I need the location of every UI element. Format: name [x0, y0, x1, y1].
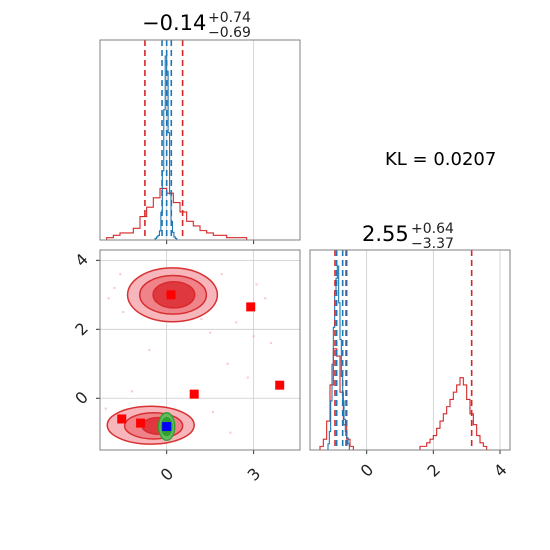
scatter-point: [255, 283, 258, 286]
marker-red: [189, 389, 199, 399]
scatter-point: [107, 297, 110, 300]
hist-series-param2: [310, 265, 510, 451]
title-param2-main: 2.55: [362, 222, 409, 246]
hist-series-blue: [326, 265, 354, 451]
title-param2: 2.55: [362, 222, 409, 246]
hist-series-red: [310, 348, 510, 451]
scatter-point: [208, 331, 212, 334]
scatter-point: [130, 390, 134, 393]
x-tick-label: 0: [357, 460, 378, 481]
scatter-point: [113, 286, 116, 290]
hist-series-red: [100, 187, 300, 241]
scatter-point: [229, 431, 232, 434]
y-tick-label: 0: [71, 388, 92, 409]
scatter-point: [211, 410, 215, 414]
scatter-point: [246, 376, 250, 379]
marker-red: [136, 418, 146, 428]
scatter-frame: [99, 249, 301, 451]
title-param2-sup: +0.64: [411, 221, 454, 237]
scatter-point: [269, 341, 273, 345]
x-tick-label: 3: [244, 464, 265, 485]
marker-red: [166, 290, 176, 300]
x-tick-label: 0: [157, 464, 178, 485]
quantile-lines-param2: [334, 250, 473, 450]
scatter-point: [148, 348, 151, 352]
quantile-lines-param1: [144, 40, 184, 240]
grid-hist-param2: [366, 250, 501, 454]
histogram-panel-param2: 0 2 4 2.55 +0.64 −3.37: [309, 221, 511, 481]
hist-series-param1: [100, 55, 300, 241]
title-param1-main: −0.14: [142, 11, 206, 35]
y-tick-labels-scatter: 0 2 4: [71, 250, 92, 409]
title-param2-sub: −3.37: [411, 236, 454, 252]
x-tick-label: 2: [423, 460, 444, 481]
grid-hist-param1: [166, 40, 255, 244]
x-tick-label: 4: [490, 460, 511, 481]
scatter-point: [200, 317, 203, 321]
scatter-point: [220, 272, 223, 276]
title-param1: −0.14: [142, 11, 206, 35]
scatter-point: [121, 310, 125, 314]
title-param1-sup: +0.74: [208, 10, 251, 26]
kl-annotation: KL = 0.0207: [385, 149, 496, 170]
scatter-point: [119, 272, 122, 276]
x-tick-labels-param2: 0 2 4: [357, 460, 511, 481]
hist-frame-param2: [309, 249, 511, 451]
marker-red: [246, 302, 256, 312]
scatter-points: [104, 269, 273, 434]
scatter-point: [252, 335, 255, 338]
hist-frame-param1: [99, 39, 301, 241]
scatter-point: [264, 297, 267, 300]
marker-red: [275, 380, 285, 390]
markers: [117, 290, 285, 432]
y-tick-label: 4: [71, 250, 92, 271]
y-tick-label: 2: [71, 319, 92, 340]
marker-blue: [162, 422, 172, 432]
scatter-point: [226, 362, 229, 365]
title-param1-sub: −0.69: [208, 25, 251, 41]
scatter-point: [104, 407, 107, 410]
marker-red: [117, 414, 127, 424]
scatter-point: [235, 321, 238, 324]
histogram-panel-param1: −0.14 +0.74 −0.69: [99, 10, 301, 244]
